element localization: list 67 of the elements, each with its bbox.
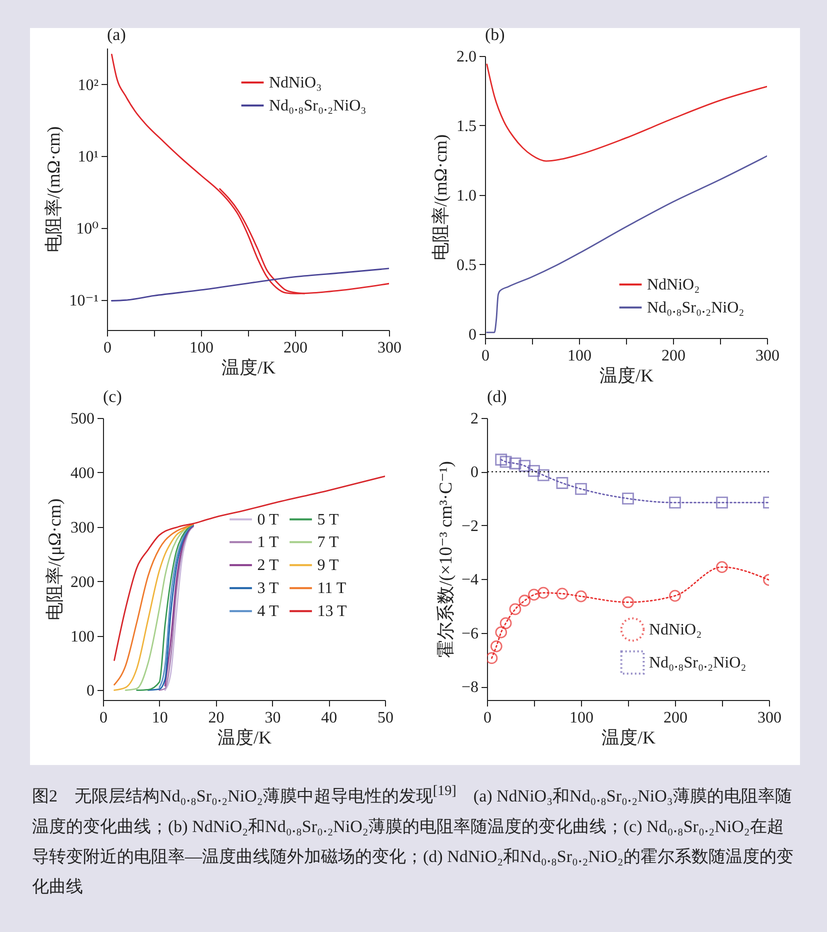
x-tick-label: 40 — [321, 710, 338, 726]
x-tick-label: 100 — [190, 340, 214, 356]
y-axis-title: 霍尔系数/(×10⁻³ cm³·C⁻¹) — [435, 461, 456, 658]
legend-label: 7 T — [317, 534, 339, 552]
x-tick-label: 300 — [378, 340, 402, 356]
legend-label: 4 T — [257, 603, 279, 620]
x-axis-title: 温度/K — [222, 358, 276, 378]
y-tick-label: 500 — [70, 410, 94, 428]
legend-label: Nd₀.₈Sr₀.₂NiO₃ — [269, 98, 366, 114]
x-axis-title: 温度/K — [602, 728, 656, 748]
y-tick-label: −6 — [461, 625, 478, 642]
y-tick-label: 10⁰ — [76, 220, 98, 238]
x-tick-label: 100 — [570, 710, 594, 726]
legend-label: NdNiO₂ — [649, 622, 702, 638]
legend-label: Nd₀.₈Sr₀.₂NiO₂ — [647, 300, 744, 316]
x-tick-label: 50 — [378, 710, 394, 726]
y-tick-label: 300 — [70, 519, 94, 536]
y-tick-label: 2.0 — [456, 48, 476, 66]
x-tick-label: 10 — [152, 710, 168, 726]
y-tick-label: −4 — [461, 572, 478, 589]
legend-label: 9 T — [317, 557, 339, 574]
y-tick-label: 10¹ — [78, 148, 99, 166]
chart-title: (b) — [485, 25, 505, 44]
x-tick-label: 0 — [104, 340, 112, 356]
legend-label: NdNiO₂ — [647, 276, 700, 294]
y-tick-label: 0 — [86, 682, 94, 700]
x-tick-label: 100 — [568, 348, 592, 364]
y-tick-label: 100 — [70, 628, 94, 646]
y-tick-label: 0 — [468, 326, 476, 344]
y-tick-label: 0.5 — [456, 256, 476, 274]
legend-label: 13 T — [317, 603, 347, 620]
chart-title: (c) — [103, 387, 122, 406]
legend-label: 11 T — [317, 580, 346, 598]
x-tick-label: 300 — [758, 710, 782, 726]
y-tick-label: 1.5 — [456, 118, 476, 135]
y-tick-label: −2 — [461, 518, 478, 535]
legend-label: 3 T — [257, 580, 279, 598]
y-tick-label: 10⁻¹ — [69, 292, 99, 310]
text: 图2 无限层结构Nd₀.₈Sr₀.₂NiO₂薄膜中超导电性的发现$^{[19]}$ (a) NdNiO₃和Nd₀.₈Sr₀.₂NiO₃薄膜的电阻率随温度的变化曲线；(b) NdNiO₂和Nd₀.₈Sr₀.₂NiO₂薄膜的电阻率随温度的变化曲线；(c) Nd₀.₈Sr₀.₂NiO₂在超导转变附近的电阻率—温度曲线随外加磁场的变化；(d) NdNiO₂和Nd₀.₈Sr₀.₂NiO₂的霍尔系数随温度的变化曲线 — [32, 783, 794, 896]
x-tick-label: 0 — [482, 348, 490, 364]
y-axis-title: 电阻率/(μΩ·cm) — [44, 498, 64, 621]
legend-label: NdNiO₃ — [269, 74, 322, 92]
y-tick-label: 1.0 — [456, 187, 476, 204]
chart-title: (a) — [107, 25, 126, 44]
y-tick-label: 10² — [78, 76, 99, 94]
legend-label: 2 T — [257, 557, 279, 574]
x-tick-label: 300 — [756, 348, 780, 364]
y-tick-label: 0 — [470, 464, 478, 482]
chart-title: (d) — [487, 387, 507, 406]
y-tick-label: −8 — [461, 679, 478, 696]
legend-label: 5 T — [317, 511, 339, 528]
x-tick-label: 30 — [264, 710, 281, 726]
y-tick-label: 200 — [70, 574, 94, 591]
x-axis-title: 温度/K — [600, 366, 654, 386]
x-tick-label: 0 — [484, 710, 492, 726]
x-tick-label: 200 — [662, 348, 686, 364]
x-tick-label: 20 — [208, 710, 224, 726]
x-tick-label: 200 — [284, 340, 308, 356]
y-tick-label: 400 — [70, 464, 94, 482]
legend-label: 0 T — [257, 511, 279, 528]
x-axis-title: 温度/K — [218, 728, 272, 748]
y-axis-title: 电阻率/(mΩ·cm) — [43, 126, 64, 253]
y-tick-label: 2 — [470, 410, 478, 428]
y-axis-title: 电阻率/(mΩ·cm) — [430, 134, 450, 261]
legend-label: Nd₀.₈Sr₀.₂NiO₂ — [649, 654, 746, 672]
legend-label: 1 T — [257, 534, 279, 552]
x-tick-label: 200 — [664, 710, 688, 726]
